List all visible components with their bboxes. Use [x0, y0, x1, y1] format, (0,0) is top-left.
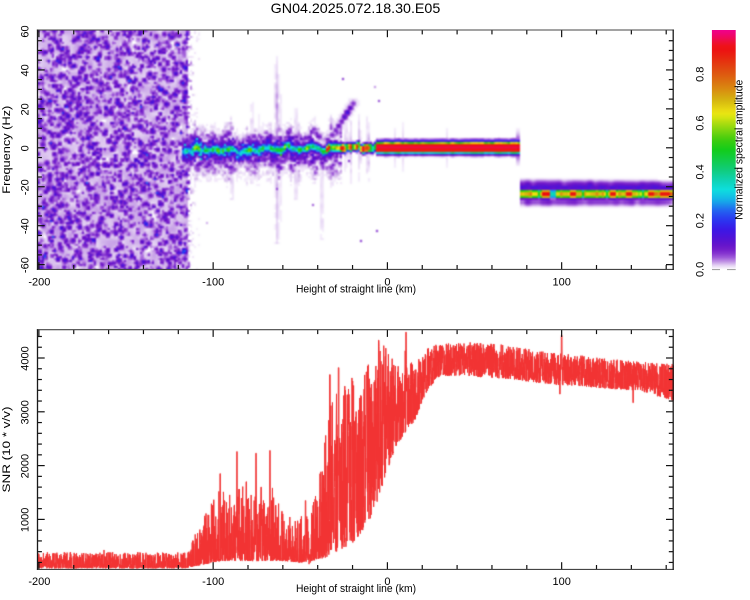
svg-text:GN04.2025.072.18.30.E05: GN04.2025.072.18.30.E05	[271, 1, 441, 16]
svg-text:-100: -100	[202, 576, 224, 588]
svg-text:0: 0	[20, 145, 32, 151]
svg-text:Normalized spectral amplitude: Normalized spectral amplitude	[734, 80, 746, 220]
svg-text:100: 100	[553, 277, 571, 289]
svg-text:4000: 4000	[20, 346, 32, 370]
svg-text:0.6: 0.6	[695, 115, 707, 130]
svg-text:0.0: 0.0	[695, 262, 707, 277]
svg-text:-40: -40	[20, 218, 32, 234]
svg-text:0.8: 0.8	[695, 67, 707, 82]
svg-text:-60: -60	[20, 257, 32, 273]
svg-text:100: 100	[553, 576, 571, 588]
svg-text:2000: 2000	[20, 454, 32, 478]
svg-text:-100: -100	[202, 277, 224, 289]
svg-text:Height of straight line (km): Height of straight line (km)	[296, 583, 416, 595]
svg-text:3000: 3000	[20, 400, 32, 424]
svg-text:Height of straight line (km): Height of straight line (km)	[296, 283, 416, 295]
svg-text:-200: -200	[28, 277, 50, 289]
svg-text:0.2: 0.2	[695, 213, 707, 228]
svg-text:60: 60	[20, 25, 32, 37]
svg-text:-200: -200	[28, 576, 50, 588]
svg-text:40: 40	[20, 64, 32, 76]
svg-text:0: 0	[384, 576, 390, 588]
svg-text:1000: 1000	[20, 508, 32, 532]
svg-text:-20: -20	[20, 179, 32, 195]
svg-text:SNR (10 * v/v): SNR (10 * v/v)	[1, 406, 13, 492]
svg-text:0.4: 0.4	[695, 164, 707, 179]
svg-text:20: 20	[20, 103, 32, 115]
svg-text:0: 0	[384, 277, 390, 289]
svg-text:Frequency (Hz): Frequency (Hz)	[1, 105, 13, 193]
